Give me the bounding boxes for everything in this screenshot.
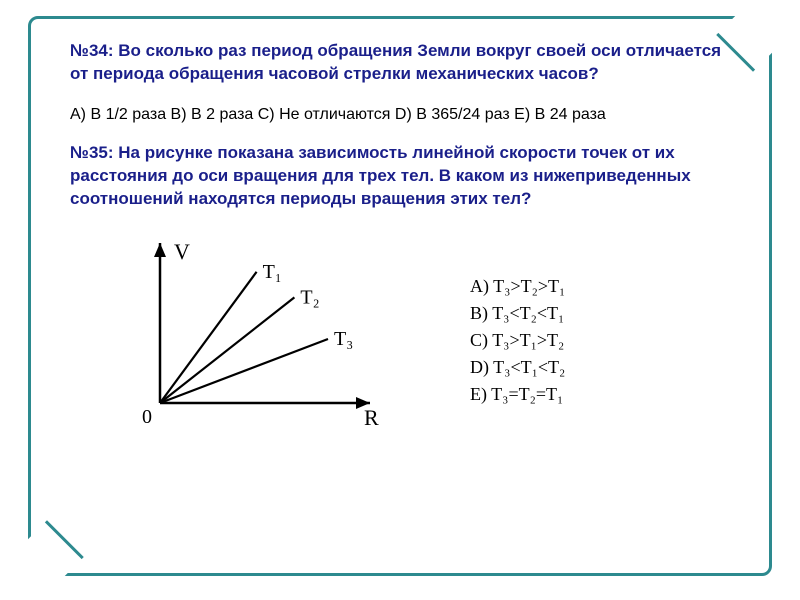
slide: №34: Во сколько раз период обращения Зем… bbox=[0, 0, 800, 600]
svg-text:0: 0 bbox=[142, 406, 152, 428]
q34-answers: A) В 1/2 раза B) В 2 раза C) Не отличают… bbox=[70, 106, 730, 124]
q35-answers: A) T₃>T₂>T₁ B) T₃<T₂<T₁ C) T₃>T₁>T₂ D) T… bbox=[470, 273, 565, 408]
svg-text:T₂: T₂ bbox=[300, 286, 319, 308]
svg-text:T₁: T₁ bbox=[263, 260, 282, 282]
content: №34: Во сколько раз период обращения Зем… bbox=[70, 40, 730, 433]
q35-answer-C: C) T₃>T₁>T₂ bbox=[470, 327, 565, 354]
q35-bottom: V R 0 T₁ T₂ T₃ A) T₃>T₂>T₁ B) T₃<T₂<T₁ C) T₃>… bbox=[70, 233, 730, 433]
q35-answer-B: B) T₃<T₂<T₁ bbox=[470, 300, 565, 327]
q34-title: №34: Во сколько раз период обращения Зем… bbox=[70, 40, 730, 86]
svg-text:T₃: T₃ bbox=[334, 328, 353, 350]
q35-answer-A: A) T₃>T₂>T₁ bbox=[470, 273, 565, 300]
corner-cut-bl bbox=[10, 520, 84, 594]
q35-answer-D: D) T₃<T₁<T₂ bbox=[470, 354, 565, 381]
q35-chart: V R 0 T₁ T₂ T₃ bbox=[130, 233, 390, 433]
q35-answer-E: E) T₃=T₂=T₁ bbox=[470, 381, 565, 408]
q35-title: №35: На рисунке показана зависимость лин… bbox=[70, 142, 730, 211]
svg-text:V: V bbox=[174, 239, 190, 264]
svg-text:R: R bbox=[364, 405, 379, 430]
